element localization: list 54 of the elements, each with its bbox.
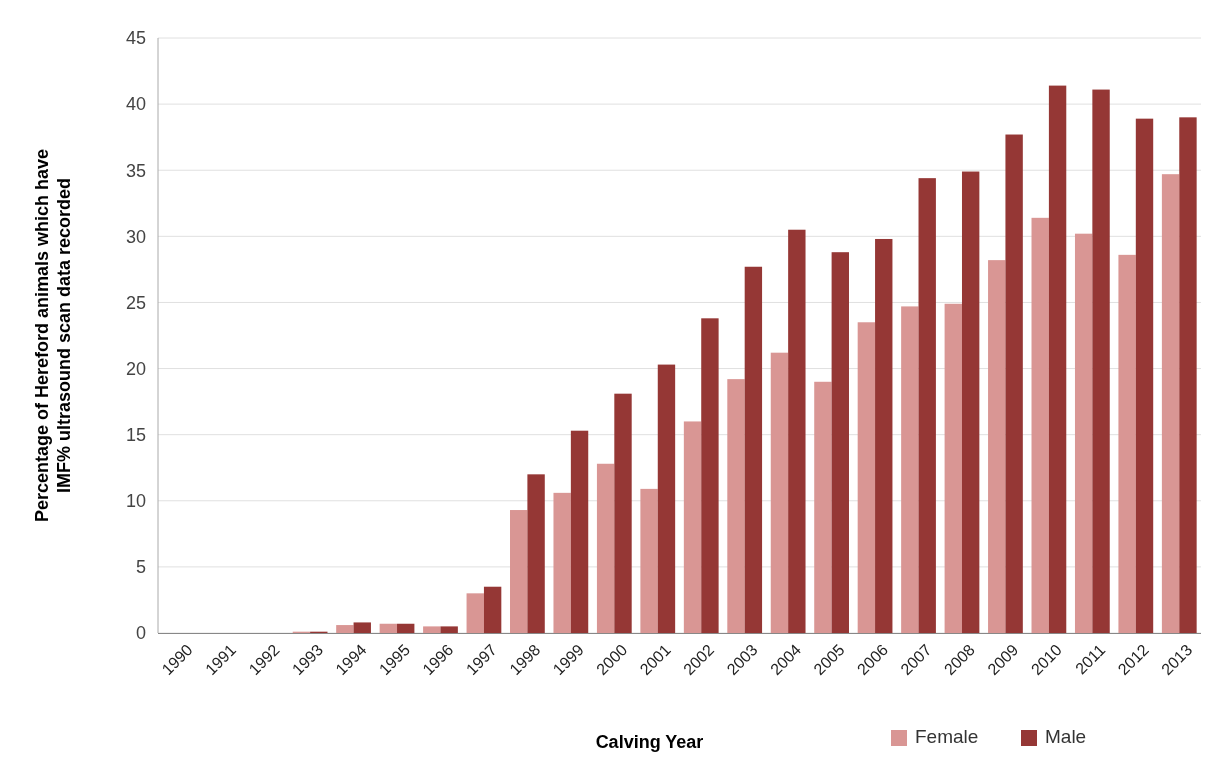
y-tick-label: 40 [125, 94, 146, 115]
bar [701, 318, 719, 633]
bar [1005, 134, 1023, 633]
bar [875, 238, 893, 633]
bar [466, 593, 484, 633]
bar [570, 430, 589, 633]
bar [1031, 217, 1049, 633]
bar [614, 393, 632, 633]
bar [657, 364, 676, 633]
bar [770, 352, 789, 633]
bar [1135, 118, 1154, 633]
bar [814, 381, 832, 633]
bar [440, 626, 458, 633]
y-tick-label: 15 [125, 424, 146, 445]
bar [788, 229, 806, 633]
bar [918, 178, 936, 633]
bar [336, 625, 354, 633]
bar [988, 260, 1006, 633]
bar [944, 303, 962, 633]
bar [1161, 174, 1180, 633]
bar [857, 322, 876, 633]
bar [961, 171, 980, 633]
bar [640, 488, 658, 633]
bar [553, 492, 571, 633]
bar [527, 474, 545, 633]
bar [683, 421, 702, 633]
bar [1074, 233, 1093, 633]
y-tick-label: 30 [125, 226, 146, 247]
bar [596, 463, 615, 633]
bar [379, 623, 398, 633]
bar [483, 586, 502, 633]
bar [423, 626, 441, 633]
bar [397, 623, 415, 633]
y-tick-label: 25 [125, 292, 146, 313]
y-axis-title: Percentage of Hereford animals which have IMF% ultrasound scan data recorded [32, 148, 74, 523]
bar [1092, 89, 1110, 633]
legend-label: Male [1045, 726, 1087, 747]
y-tick-label: 20 [125, 358, 146, 379]
y-tick-label: 35 [125, 160, 146, 181]
bar [744, 266, 763, 633]
bar [1179, 117, 1197, 633]
bar [353, 622, 371, 633]
x-axis-title: Calving Year [595, 732, 704, 752]
y-tick-label: 0 [135, 623, 146, 644]
legend-label: Female [915, 726, 979, 747]
y-tick-label: 45 [125, 28, 146, 49]
bar [1048, 85, 1067, 633]
bar [901, 306, 919, 633]
bar [510, 510, 528, 633]
bar [727, 379, 745, 633]
y-tick-label: 5 [135, 557, 146, 578]
y-tick-label: 10 [125, 491, 146, 512]
bar [831, 252, 849, 633]
bar [1118, 254, 1136, 633]
